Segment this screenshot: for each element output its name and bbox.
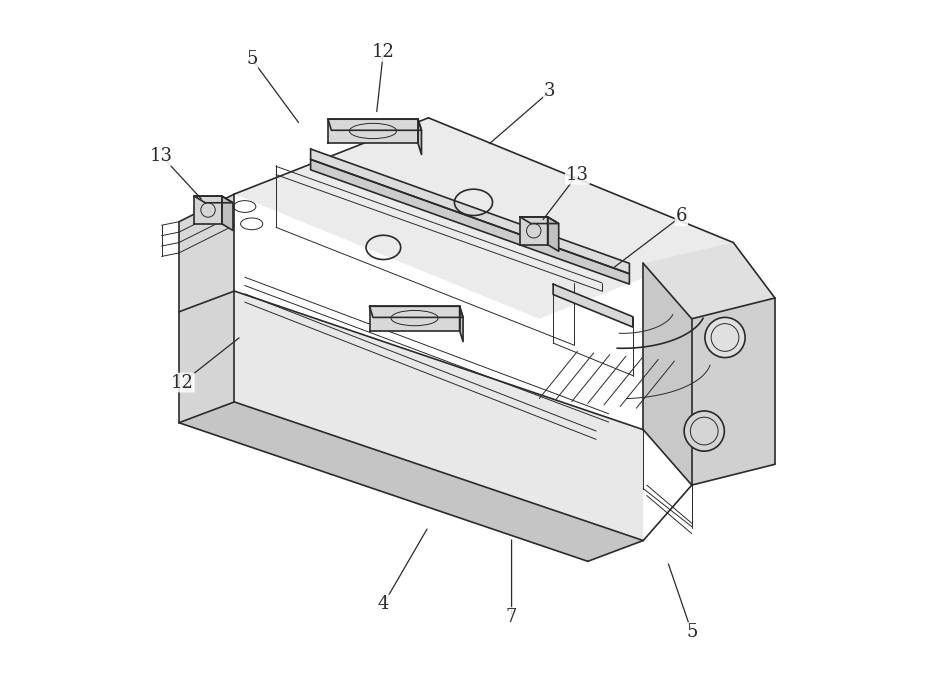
Text: 7: 7 [506,608,517,626]
Text: 5: 5 [686,623,697,641]
Polygon shape [222,196,233,231]
Text: 6: 6 [676,207,687,225]
Polygon shape [195,196,233,203]
Polygon shape [328,119,418,143]
Polygon shape [418,119,421,155]
Polygon shape [179,402,643,561]
Polygon shape [643,243,775,319]
Polygon shape [553,284,633,327]
Polygon shape [310,149,630,274]
Polygon shape [520,217,558,224]
Polygon shape [369,306,463,317]
Polygon shape [328,119,421,130]
Polygon shape [548,217,558,252]
Polygon shape [460,306,463,342]
Text: 12: 12 [171,374,194,392]
Polygon shape [234,118,733,319]
Ellipse shape [684,411,725,451]
Text: 4: 4 [378,595,389,613]
Polygon shape [310,159,630,284]
Polygon shape [234,291,643,541]
Text: 13: 13 [566,166,589,184]
Text: 12: 12 [372,43,395,61]
Polygon shape [179,291,234,423]
Text: 3: 3 [544,82,556,100]
Ellipse shape [705,317,745,358]
Polygon shape [692,298,775,485]
Polygon shape [520,217,548,245]
Polygon shape [195,196,222,224]
Polygon shape [643,263,692,485]
Text: 13: 13 [150,147,173,165]
Text: 5: 5 [246,50,258,68]
Polygon shape [369,306,460,331]
Polygon shape [179,194,234,312]
